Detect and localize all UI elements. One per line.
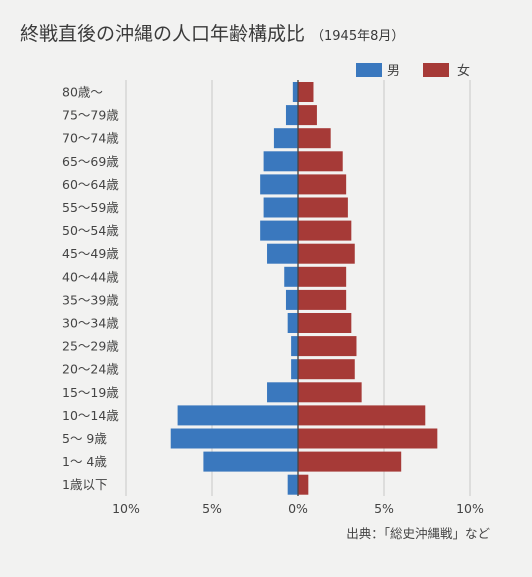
category-label: 55〜59歳: [62, 200, 119, 215]
legend-label: 男: [387, 64, 400, 79]
category-label: 35〜39歳: [62, 292, 119, 307]
category-label: 25〜29歳: [62, 339, 119, 354]
bar-female: [298, 451, 402, 472]
bar-male: [263, 197, 298, 218]
bar-male: [260, 174, 298, 195]
bar-male: [263, 151, 298, 172]
category-label: 5〜 9歳: [62, 431, 107, 446]
x-tick-label: 0%: [288, 501, 308, 516]
category-label: 30〜34歳: [62, 316, 119, 331]
legend-swatch: [356, 63, 382, 77]
bar-male: [267, 243, 298, 264]
legend-swatch: [423, 63, 449, 77]
category-label: 40〜44歳: [62, 269, 119, 284]
bar-female: [298, 336, 357, 357]
bar-female: [298, 174, 347, 195]
category-labels: 80歳〜 75〜79歳 70〜74歳 65〜69歳 60〜64歳 55〜59歳 50〜54歳…: [62, 85, 119, 493]
category-label: 70〜74歳: [62, 131, 119, 146]
bar-female: [298, 105, 317, 126]
source-note: 出典：「総史沖縄戦」など: [346, 526, 490, 541]
bar-female: [298, 382, 362, 403]
bar-female: [298, 220, 352, 241]
bar-female: [298, 313, 352, 333]
chart-subtitle: （1945年8月）: [311, 29, 404, 44]
x-tick-label: 5%: [202, 501, 222, 516]
bar-male: [285, 105, 298, 126]
bar-male: [170, 428, 298, 449]
bar-male: [267, 382, 298, 403]
bar-female: [298, 289, 347, 310]
bar-female: [298, 405, 426, 426]
bar-male: [292, 82, 298, 102]
category-label: 15〜19歳: [62, 385, 119, 400]
bar-female: [298, 243, 355, 264]
category-label: 80歳〜: [62, 85, 103, 100]
x-tick-label: 10%: [456, 501, 484, 516]
chart-title: 終戦直後の沖縄の人口年齢構成比 （1945年8月）: [20, 23, 404, 45]
category-label: 50〜54歳: [62, 223, 119, 238]
bar-male: [177, 405, 298, 426]
category-label: 10〜14歳: [62, 408, 119, 423]
x-axis-ticks: 10% 5% 0% 5% 10%: [112, 501, 484, 516]
bar-male: [287, 474, 298, 495]
bar-female: [298, 359, 355, 380]
category-label: 1〜 4歳: [62, 454, 107, 469]
bar-female: [298, 197, 348, 218]
bar-male: [203, 451, 298, 472]
bar-female: [298, 266, 347, 287]
category-label: 1歳以下: [62, 477, 107, 492]
legend-label: 女: [457, 63, 470, 79]
bar-male: [291, 359, 298, 380]
x-tick-label: 5%: [374, 501, 394, 516]
bar-male: [260, 220, 298, 241]
bar-female: [298, 128, 331, 149]
category-label: 20〜24歳: [62, 362, 119, 377]
bar-female: [298, 474, 309, 495]
x-tick-label: 10%: [112, 501, 140, 516]
bars: [170, 80, 438, 496]
legend: 男女: [356, 63, 470, 79]
category-label: 65〜69歳: [62, 154, 119, 169]
bar-male: [284, 266, 298, 287]
category-label: 60〜64歳: [62, 177, 119, 192]
bar-female: [298, 82, 314, 102]
bar-male: [285, 289, 298, 310]
bar-male: [273, 128, 298, 149]
category-label: 45〜49歳: [62, 246, 119, 261]
category-label: 75〜79歳: [62, 108, 119, 123]
bar-male: [287, 313, 298, 333]
bar-female: [298, 151, 343, 172]
bar-male: [291, 336, 298, 357]
bar-female: [298, 428, 438, 449]
